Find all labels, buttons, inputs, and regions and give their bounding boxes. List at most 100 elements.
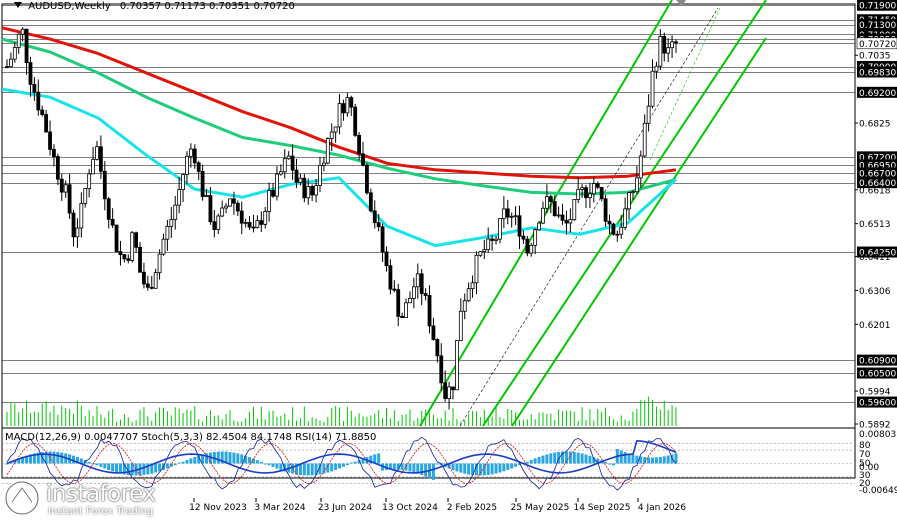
macd-bar (553, 452, 557, 464)
indicator-header: MACD(12,26,9) 0.0047707 Stoch(5,3,3) 82.… (5, 432, 377, 443)
macd-bar (306, 463, 310, 476)
candle (130, 230, 135, 263)
candle-body (24, 28, 29, 64)
macd-bar (384, 463, 388, 470)
candle (173, 196, 178, 230)
macd-bar (28, 454, 32, 464)
candle (36, 79, 41, 116)
candle (192, 144, 197, 169)
macd-bar (75, 457, 79, 464)
candle-body (306, 186, 311, 199)
macd-bar (271, 463, 275, 467)
macd-bar (471, 463, 475, 476)
candle (208, 187, 213, 225)
candle-body (341, 103, 346, 114)
macd-bar (103, 463, 107, 469)
macd-bar (412, 463, 416, 473)
candle-body (169, 219, 174, 227)
macd-bar (662, 456, 666, 464)
macd-bar (588, 455, 592, 464)
candle-body (619, 226, 624, 235)
macd-bar (541, 455, 545, 464)
candle-body (98, 146, 103, 172)
candle (431, 317, 436, 341)
time-label: 4 Jan 2026 (638, 503, 686, 513)
candle-body (110, 218, 115, 226)
candle-body (255, 220, 260, 228)
candle-body (204, 195, 209, 198)
candle-body (71, 212, 76, 238)
candle (12, 42, 17, 63)
candle-body (12, 47, 17, 60)
candle (142, 262, 146, 289)
candle-body (310, 186, 315, 196)
candle-body (102, 170, 107, 200)
candle (501, 196, 506, 229)
candle (188, 143, 193, 168)
macd-bar (111, 463, 115, 472)
candle-body (474, 254, 479, 284)
candle (599, 186, 604, 202)
candle (83, 188, 88, 208)
macd-bar (283, 463, 287, 472)
candle-body (388, 265, 393, 290)
macd-bar (514, 463, 518, 467)
candle (243, 218, 248, 228)
candle (646, 94, 651, 132)
macd-bar (643, 457, 647, 464)
channel-line (511, 37, 767, 427)
price-tag-bg (857, 151, 897, 163)
candle (87, 168, 92, 198)
candle (114, 224, 119, 253)
price-tick-label: 0.6306 (859, 287, 891, 297)
candle (591, 176, 596, 203)
candle-body (591, 183, 596, 195)
candle (126, 254, 131, 264)
candle-body (325, 138, 330, 164)
candle (529, 243, 534, 257)
macd-bar (291, 463, 295, 474)
candle (32, 77, 37, 101)
candle-body (28, 62, 33, 85)
candle (627, 191, 631, 220)
candle (63, 180, 68, 198)
macd-bar (189, 458, 193, 464)
candle-body (353, 106, 358, 136)
candle-body (275, 173, 279, 197)
candle (325, 137, 330, 165)
candle (435, 338, 440, 363)
candle (341, 99, 346, 121)
candle (568, 208, 573, 233)
candle-body (134, 232, 139, 248)
candle (603, 194, 608, 227)
candle (185, 151, 189, 185)
candle (634, 166, 639, 194)
macd-bar (474, 463, 478, 476)
macd-bar (314, 463, 318, 475)
price-tick-label: 0.6513 (859, 220, 891, 230)
candle-body (83, 188, 88, 204)
candle (576, 176, 581, 203)
candle (642, 114, 647, 158)
candle (204, 188, 209, 198)
macd-bar (533, 458, 537, 464)
indicator-axis-label: 70 (859, 450, 871, 460)
macd-bar (611, 463, 615, 466)
candle-body (544, 196, 549, 209)
candle-body (114, 224, 119, 252)
macd-bar (5, 463, 9, 465)
chart-collapse-icon[interactable] (14, 2, 22, 8)
candle (537, 220, 541, 231)
candle (572, 199, 577, 221)
macd-bar (561, 451, 565, 464)
macd-bar (666, 455, 670, 464)
price-tag: 0.64250 (859, 249, 896, 259)
candle (122, 253, 127, 263)
candle-body (447, 386, 451, 399)
macd-bar (490, 463, 494, 475)
macd-bar (506, 463, 510, 470)
macd-bar (545, 454, 549, 464)
macd-bar (326, 463, 330, 473)
candle-body (439, 355, 444, 384)
